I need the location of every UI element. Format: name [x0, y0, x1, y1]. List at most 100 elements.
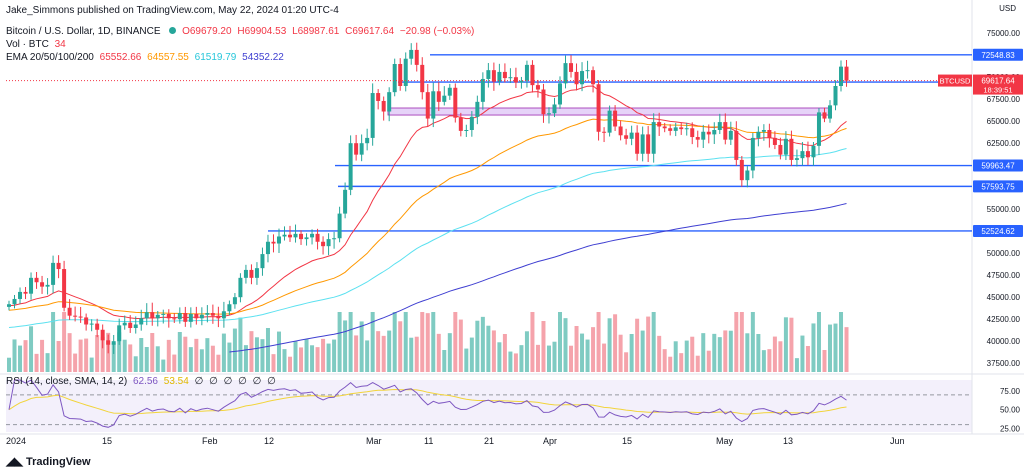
volume-bar — [723, 330, 728, 372]
ema-label[interactable]: EMA 20/50/100/200 — [6, 52, 94, 63]
candle-body — [45, 284, 50, 287]
volume-bar — [508, 351, 513, 372]
ema-legend: EMA 20/50/100/200 65552.66 64557.55 6151… — [6, 52, 287, 63]
volume-bar — [304, 339, 309, 372]
candle-body — [425, 92, 430, 119]
candle-body — [706, 131, 711, 135]
volume-bar — [381, 335, 386, 372]
candle-body — [827, 105, 832, 119]
time-axis-label: 21 — [484, 436, 494, 446]
volume-bar — [89, 357, 94, 372]
level-price-label: 72548.83 — [981, 51, 1015, 60]
volume-bar — [591, 327, 596, 372]
time-axis-label: 15 — [102, 436, 112, 446]
symbol-legend: Bitcoin / U.S. Dollar, 1D, BINANCE O6967… — [6, 26, 477, 37]
volume-bar — [778, 341, 783, 372]
volume-bar — [624, 352, 629, 372]
candle-body — [172, 318, 177, 320]
price-tick-label: 67500.00 — [987, 95, 1021, 104]
volume-bar — [249, 331, 254, 372]
candle-body — [646, 134, 651, 154]
symbol-name[interactable]: Bitcoin / U.S. Dollar, 1D, BINANCE — [6, 26, 161, 37]
candle-body — [254, 268, 259, 278]
candle-body — [166, 313, 171, 319]
volume-bar — [403, 312, 408, 372]
candle-body — [56, 262, 61, 270]
volume-value: 34 — [54, 39, 66, 50]
status-dot-icon — [169, 27, 177, 34]
level-price-label: 52524.62 — [981, 227, 1015, 236]
volume-bar — [238, 317, 243, 372]
tradingview-logo[interactable]: ◢◣ TradingView — [6, 455, 91, 468]
rsi-label[interactable]: RSI (14, close, SMA, 14, 2) — [6, 376, 128, 387]
ohlc-low: L68987.61 — [292, 26, 340, 37]
candle-body — [260, 254, 265, 269]
candle-body — [249, 269, 254, 278]
volume-bar — [370, 312, 375, 372]
volume-bar — [717, 337, 722, 372]
candle-body — [144, 312, 149, 319]
candle-body — [155, 314, 160, 319]
volume-bar — [310, 345, 315, 372]
volume-bar — [216, 354, 221, 372]
level-price-tag — [973, 180, 1023, 193]
candle-body — [822, 112, 827, 119]
candle-body — [519, 80, 524, 83]
volume-bar — [783, 317, 788, 372]
candle-body — [40, 282, 45, 287]
last-price-tag — [973, 74, 1023, 95]
countdown-label: 18:39:51 — [983, 86, 1012, 95]
candle-body — [629, 132, 634, 139]
ema200-line — [229, 203, 847, 353]
volume-bar — [458, 319, 463, 372]
candle-body — [453, 87, 458, 118]
candle-body — [139, 318, 144, 325]
candle-body — [431, 91, 436, 119]
ema200-value: 54352.22 — [242, 52, 284, 63]
candle-body — [684, 128, 689, 130]
ohlc-open: O69679.20 — [182, 26, 232, 37]
candle-body — [188, 313, 193, 322]
candle-body — [216, 315, 221, 319]
volume-bar — [701, 333, 706, 372]
ohlc-close: C69617.64 — [345, 26, 395, 37]
volume-bar — [635, 318, 640, 372]
volume-bar — [111, 343, 116, 372]
candle-body — [376, 93, 381, 101]
volume-bar — [376, 331, 381, 372]
candle-body — [745, 170, 750, 181]
volume-bar — [767, 349, 772, 372]
volume-label[interactable]: Vol · BTC — [6, 39, 49, 50]
volume-bar — [210, 345, 215, 372]
candle-body — [552, 104, 557, 114]
volume-bar — [387, 330, 392, 372]
volume-bar — [133, 356, 138, 372]
currency-label[interactable]: USD — [999, 4, 1016, 13]
candle-body — [276, 236, 281, 244]
rsi-placeholder-6: ∅ — [267, 376, 276, 387]
volume-bar — [442, 350, 447, 372]
candle-body — [409, 49, 414, 59]
volume-bar — [117, 332, 122, 372]
candle-body — [458, 117, 463, 131]
candle-body — [662, 126, 667, 129]
volume-bar — [172, 354, 177, 372]
candle-body — [304, 237, 309, 240]
candle-body — [723, 122, 728, 140]
ema20-value: 65552.66 — [99, 52, 142, 63]
candle-body — [332, 238, 337, 240]
volume-bar — [541, 321, 546, 372]
candle-body — [7, 304, 11, 307]
volume-bar — [530, 312, 535, 372]
candle-body — [640, 134, 645, 154]
volume-bar — [128, 344, 133, 372]
volume-bar — [315, 347, 320, 372]
rsi-line — [8, 379, 847, 428]
volume-bar — [199, 349, 204, 372]
candle-body — [734, 130, 739, 160]
candle-body — [739, 159, 744, 181]
candle-body — [122, 322, 127, 326]
candle-body — [243, 269, 248, 278]
volume-bar — [144, 347, 149, 372]
